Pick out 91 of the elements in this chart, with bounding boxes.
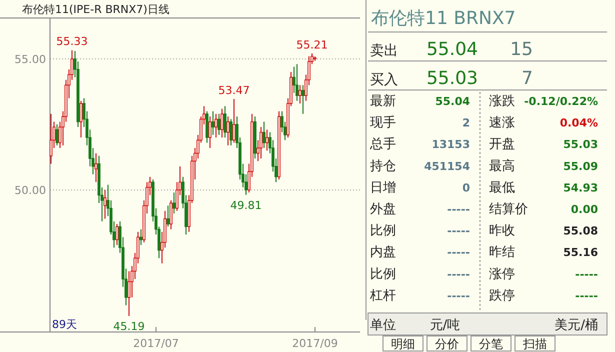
text: 54.93: [563, 181, 598, 194]
text: 比例: [370, 266, 396, 282]
text: 结算价: [489, 202, 528, 217]
candlestick: [208, 116, 212, 149]
text: 55.04: [426, 39, 478, 60]
candlestick: [230, 118, 232, 146]
y-tick-label: 50.00: [14, 184, 46, 197]
candlestick: [220, 108, 224, 138]
text: 55.03: [563, 138, 598, 152]
candlestick: [170, 200, 172, 230]
text: 扫描: [522, 337, 547, 351]
annotation: 89天: [52, 318, 77, 331]
text: 卖出: [370, 43, 398, 59]
text: 开盘: [489, 137, 515, 152]
candlestick: [218, 113, 220, 136]
text: 2: [462, 116, 470, 130]
text: 55.03: [426, 68, 478, 89]
candlestick: [260, 126, 262, 159]
text: 13153: [432, 138, 470, 152]
text: -----: [447, 268, 470, 281]
text: 明细: [391, 337, 415, 351]
text: -----: [447, 246, 470, 260]
text: 速涨: [489, 116, 515, 131]
text: 分笔: [479, 337, 503, 351]
text: 0: [462, 181, 470, 194]
candlestick: [212, 110, 214, 136]
x-tick-label: 2017/09: [292, 337, 338, 350]
candlestick: [224, 106, 226, 138]
text: 55.08: [563, 224, 598, 238]
chart-title: 布伦特11(IPE-R BRNX7)日线: [22, 3, 170, 16]
text: -----: [575, 268, 598, 281]
candlestick: [206, 110, 208, 144]
candlestick: [116, 224, 118, 246]
text: -0.12/0.22%: [524, 95, 598, 108]
text: 451154: [424, 160, 470, 173]
text: 日增: [370, 180, 396, 196]
text: 55.04: [435, 95, 470, 108]
candlestick: [296, 64, 298, 102]
text: 比例: [370, 224, 396, 239]
text: 55.16: [563, 246, 598, 260]
text: 昨收: [489, 224, 515, 239]
text: 跌停: [489, 288, 515, 304]
y-tick-label: 55.00: [14, 52, 46, 66]
text: -----: [447, 203, 470, 216]
text: 单位: [370, 318, 396, 333]
text: 分价: [435, 337, 459, 351]
text: 最高: [489, 158, 515, 174]
candlestick: [226, 116, 230, 146]
text: 总手: [369, 137, 396, 152]
text: 15: [510, 39, 533, 60]
text: 买入: [370, 72, 398, 88]
text: -----: [447, 289, 470, 302]
candlestick: [140, 228, 142, 246]
candlestick: [166, 205, 170, 228]
x-tick-label: 2017/07: [133, 337, 179, 350]
text: 昨结: [489, 245, 515, 260]
annotation: 53.47: [218, 84, 250, 97]
candlestick: [266, 129, 268, 152]
text: 0.00: [570, 203, 598, 216]
candlestick: [302, 84, 304, 114]
text: 持仓: [370, 158, 396, 174]
text: 内盘: [370, 245, 396, 260]
text: 0.04%: [560, 116, 598, 130]
annotation: 55.21: [296, 38, 328, 52]
annotation: 49.81: [230, 198, 262, 212]
candlestick: [56, 124, 58, 146]
annotation: 45.19: [113, 320, 145, 334]
candlestick: [262, 121, 266, 149]
text: 涨跌: [489, 94, 515, 109]
text: 美元/桶: [554, 317, 598, 333]
text: 外盘: [370, 202, 396, 217]
text: 涨停: [489, 266, 515, 282]
text: 7: [522, 68, 533, 89]
text: 元/吨: [430, 318, 460, 333]
candlestick: [80, 100, 82, 138]
candlestick: [104, 189, 106, 220]
text: 布伦特11 BRNX7: [371, 8, 516, 29]
text: -----: [447, 224, 470, 238]
text: -----: [575, 289, 598, 302]
candlestick: [94, 152, 98, 183]
candlestick: [172, 192, 176, 214]
text: 杠杆: [369, 288, 396, 304]
candlestick: [214, 113, 218, 138]
text: 最新: [370, 94, 396, 109]
candlestick: [50, 113, 52, 164]
text: 55.09: [563, 160, 598, 173]
text: 最低: [489, 180, 515, 196]
text: 现手: [370, 116, 396, 131]
annotation: 55.33: [56, 35, 88, 48]
candlestick: [298, 84, 302, 104]
candlestick: [232, 98, 236, 144]
